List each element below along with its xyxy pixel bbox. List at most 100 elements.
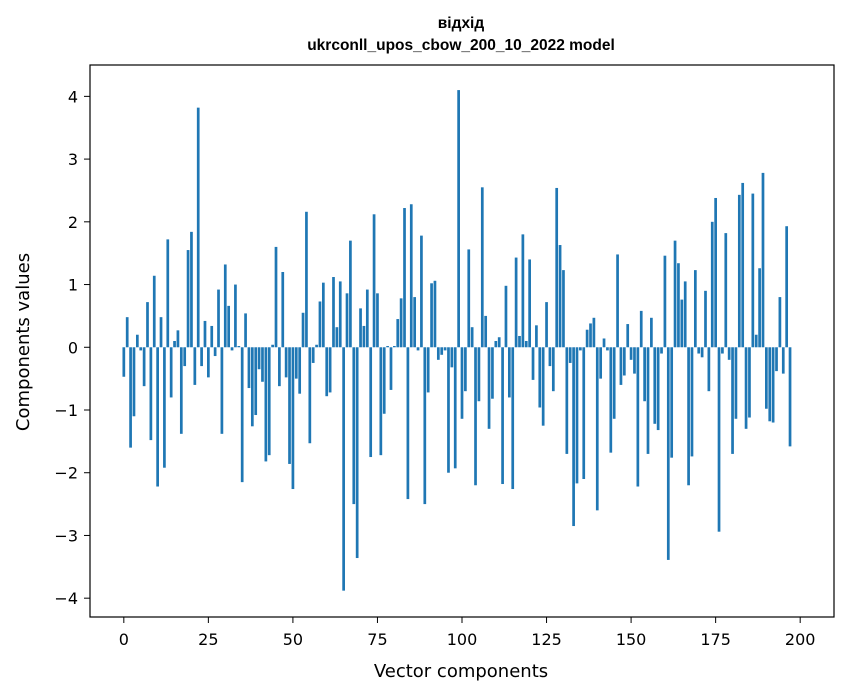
bar-12 (163, 347, 166, 468)
bar-69 (355, 347, 359, 559)
bar-5 (139, 347, 143, 351)
bar-33 (234, 284, 237, 348)
bar-35 (240, 347, 244, 483)
bar-75 (376, 293, 379, 348)
bar-192 (771, 347, 775, 423)
bar-159 (660, 347, 663, 354)
bar-122 (535, 325, 538, 348)
bar-series (122, 90, 792, 591)
chart-title-line2: ukrconll_upos_cbow_200_10_2022 model (307, 37, 615, 54)
bar-1 (125, 317, 129, 348)
bar-188 (758, 268, 761, 348)
bar-7 (146, 302, 149, 348)
y-tick-label-0: 0 (68, 338, 78, 357)
bar-23 (200, 347, 203, 367)
bar-45 (274, 246, 278, 348)
bar-68 (352, 347, 356, 505)
y-axis-ticks: 4 3 2 1 0 −1 −2 −3 −4 (54, 87, 90, 608)
bar-138 (589, 323, 592, 348)
x-tick-label-150: 150 (616, 630, 647, 649)
bar-120 (528, 259, 531, 348)
bar-11 (159, 317, 163, 348)
bar-6 (142, 347, 146, 387)
x-tick-label-50: 50 (283, 630, 303, 649)
bar-72 (365, 289, 369, 348)
bar-165 (680, 299, 684, 348)
bar-42 (264, 347, 268, 462)
bar-91 (430, 283, 433, 348)
bar-29 (220, 347, 224, 434)
bar-66 (345, 293, 349, 348)
y-tick-label-3: 3 (68, 150, 78, 169)
bar-111 (497, 337, 501, 348)
bar-127 (551, 347, 555, 392)
bar-179 (727, 347, 731, 360)
bar-92 (433, 280, 437, 348)
bar-96 (447, 347, 450, 473)
bar-98 (453, 347, 457, 469)
bar-152 (636, 347, 640, 487)
bar-70 (359, 308, 362, 348)
bar-156 (650, 317, 653, 348)
y-tick-label--4: −4 (54, 589, 78, 608)
bar-115 (511, 347, 515, 490)
bar-135 (579, 347, 582, 351)
bar-87 (416, 347, 420, 351)
bar-25 (207, 347, 210, 378)
bar-58 (318, 301, 322, 348)
bar-46 (278, 347, 281, 387)
x-tick-label-0: 0 (119, 630, 129, 649)
bar-117 (518, 335, 521, 348)
bar-189 (761, 172, 765, 348)
bar-57 (315, 344, 318, 348)
bar-133 (572, 347, 575, 527)
bar-141 (599, 347, 603, 379)
bar-48 (284, 347, 288, 378)
bar-94 (440, 347, 444, 355)
bar-172 (704, 290, 707, 348)
bar-146 (616, 254, 619, 348)
x-tick-label-175: 175 (700, 630, 731, 649)
bar-32 (230, 347, 234, 351)
bar-112 (501, 347, 504, 485)
bar-62 (332, 277, 335, 348)
bar-187 (754, 334, 758, 348)
bar-4 (135, 334, 139, 348)
bar-129 (558, 245, 562, 348)
bar-149 (626, 324, 630, 348)
chart-title-line1: відхід (438, 15, 485, 32)
x-tick-label-75: 75 (367, 630, 387, 649)
bar-128 (555, 187, 559, 348)
bar-77 (382, 347, 386, 414)
bar-106 (480, 187, 484, 348)
bar-100 (460, 347, 464, 419)
bar-19 (186, 250, 190, 348)
y-tick-label-2: 2 (68, 213, 78, 232)
bar-8 (149, 347, 153, 441)
bar-155 (646, 347, 650, 454)
bar-143 (606, 347, 609, 351)
bar-170 (697, 347, 701, 354)
bar-162 (670, 347, 674, 458)
bar-163 (673, 240, 677, 348)
bar-61 (328, 347, 332, 393)
bar-28 (217, 289, 220, 348)
bar-74 (372, 214, 376, 348)
bar-193 (775, 347, 778, 372)
bar-169 (693, 270, 697, 348)
bar-38 (250, 347, 254, 427)
bar-37 (247, 347, 251, 389)
bar-102 (467, 249, 471, 348)
bar-110 (494, 341, 498, 348)
bar-36 (244, 313, 247, 348)
bar-9 (152, 275, 156, 348)
bar-190 (765, 347, 768, 409)
y-axis-label: Components values (13, 253, 34, 431)
bar-81 (396, 319, 400, 348)
bar-22 (196, 107, 200, 348)
bar-78 (386, 346, 389, 348)
bar-109 (491, 347, 494, 399)
bar-50 (291, 347, 295, 490)
bar-168 (690, 347, 694, 457)
bar-175 (714, 197, 717, 348)
